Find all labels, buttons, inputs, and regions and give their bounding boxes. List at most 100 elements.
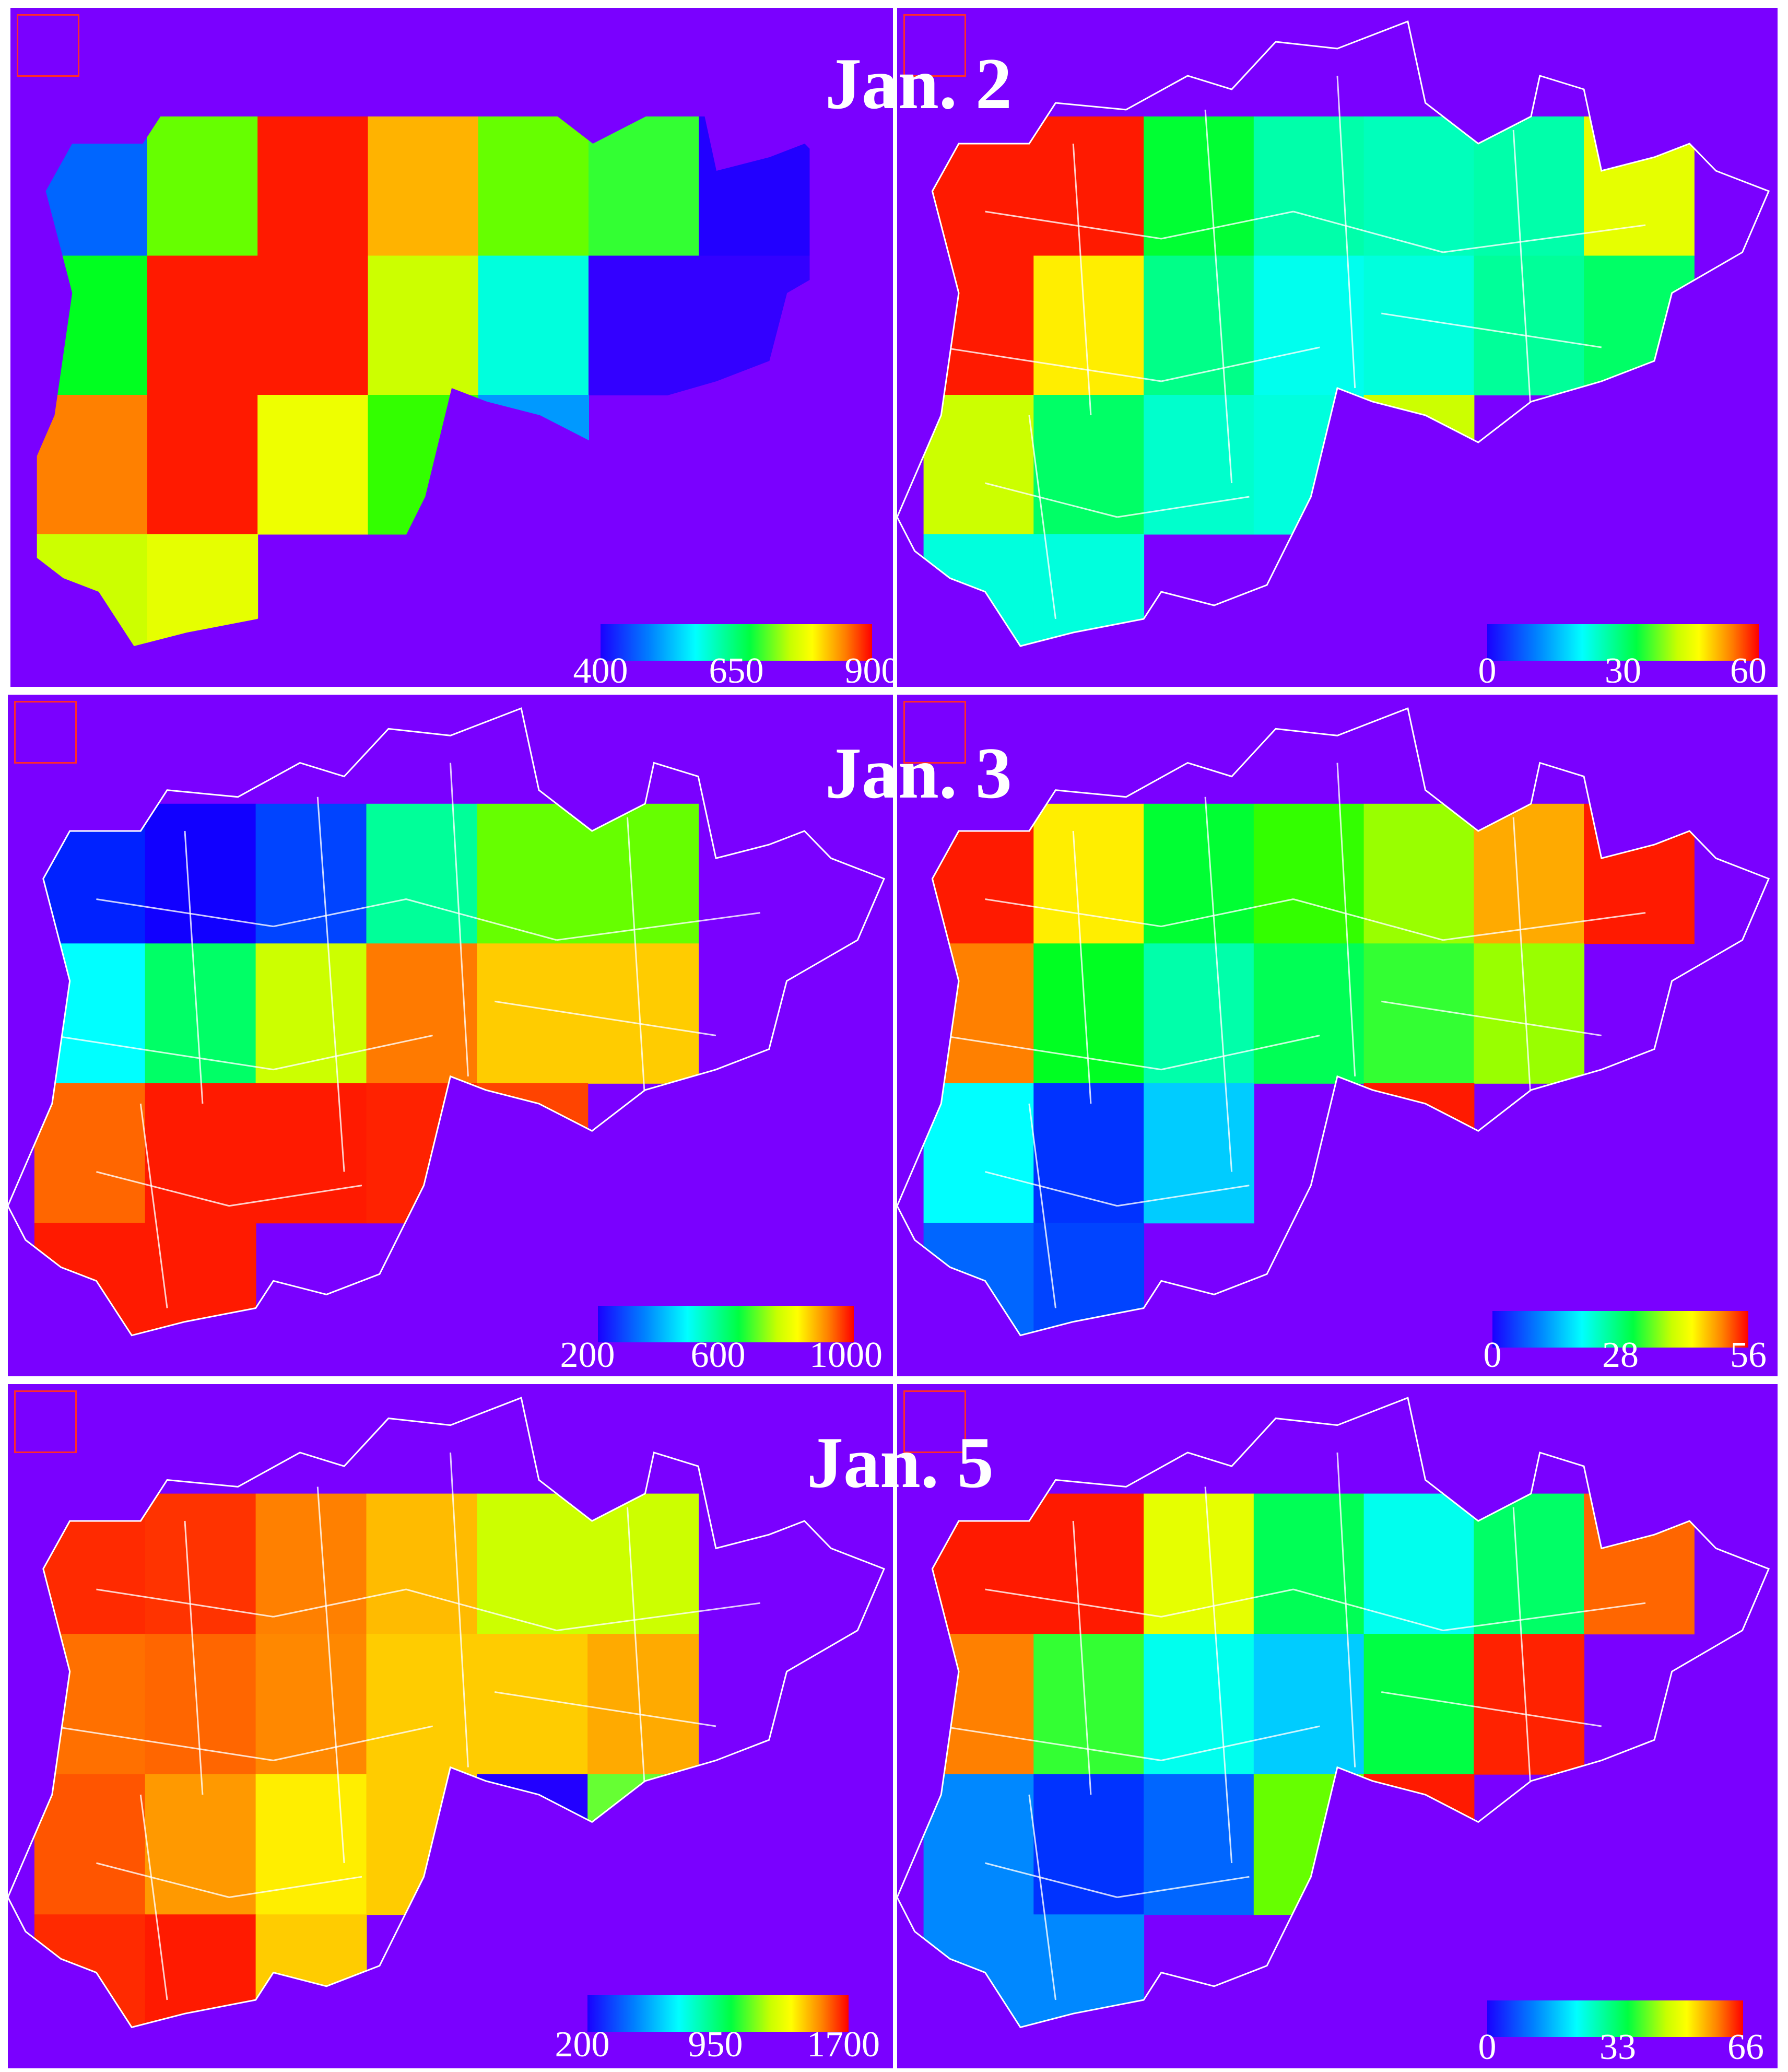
district-boundary [985, 1588, 1162, 1618]
grid-cell [589, 255, 700, 395]
map-panel-jan3-left: 200 600 1000 [8, 695, 893, 1376]
grid-cell [145, 1774, 256, 1915]
grid-cell [34, 1634, 146, 1775]
grid-cell [1363, 1774, 1475, 1915]
grid-cell [34, 1774, 146, 1915]
grid-cell [145, 1914, 256, 2028]
district-boundary [985, 898, 1162, 928]
grid-cell [1474, 116, 1585, 256]
grid-cell [1033, 803, 1145, 944]
grid-cell [1474, 803, 1585, 944]
colorbar-tick-min: 400 [573, 651, 628, 687]
colorbar-tick-mid: 950 [688, 2024, 743, 2065]
grid-cell [1033, 943, 1145, 1084]
grid-cell [923, 803, 1034, 944]
grid-cell [923, 395, 1034, 535]
district-boundary [316, 797, 345, 1172]
date-label-jan5: Jan. 5 [807, 1422, 994, 1503]
grid-cell [1144, 943, 1254, 1084]
grid-cell [1253, 395, 1364, 535]
coastline [8, 707, 885, 1337]
grid-cell [587, 1774, 699, 1915]
grid-cell [1033, 1223, 1145, 1336]
district-boundary [1161, 210, 1294, 240]
colorbar-tick-min: 0 [1478, 2027, 1497, 2067]
colorbar [587, 1995, 849, 2032]
grid-cell [366, 803, 478, 944]
grid-cell [37, 255, 148, 395]
district-boundary [96, 1588, 274, 1618]
district-boundary [273, 1035, 433, 1071]
locator-box [14, 1390, 77, 1453]
grid-cell [923, 1223, 1034, 1336]
grid-cell [1363, 1083, 1475, 1224]
district-boundary [627, 817, 646, 1104]
colorbar-tick-max: 60 [1730, 651, 1767, 687]
grid-cell [255, 1914, 367, 2028]
district-boundary [985, 1171, 1118, 1207]
grid-cell [923, 1774, 1034, 1915]
locator-box [903, 14, 966, 77]
district-boundary [1293, 210, 1443, 253]
colorbar-tick-min: 200 [560, 1335, 615, 1375]
grid-cell [1144, 1634, 1254, 1775]
district-boundary [1443, 1602, 1646, 1632]
district-boundaries [941, 75, 1646, 619]
grid-cell [478, 395, 589, 535]
map-panel-jan2-right: 0 30 60 [897, 8, 1778, 687]
district-boundaries [941, 763, 1646, 1308]
grid-cell [1253, 255, 1364, 395]
district-boundary [96, 1171, 230, 1207]
district-boundary [1161, 346, 1320, 382]
grid-cell [923, 255, 1034, 395]
grid-cell [1253, 116, 1364, 256]
grid-cell [1253, 1774, 1364, 1915]
district-boundary [229, 1185, 362, 1207]
grid-cell [1144, 1774, 1254, 1915]
grid-cell [1584, 255, 1695, 395]
colorbar-tick-min: 0 [1483, 1335, 1502, 1375]
grid-cell [699, 116, 810, 256]
grid-cell [257, 255, 369, 395]
district-boundary [627, 1507, 646, 1795]
grid-cell [1474, 1493, 1585, 1635]
district-boundary [52, 1035, 274, 1071]
grid-cell [255, 1493, 367, 1635]
grid-cell [477, 1774, 589, 1915]
locator-box [903, 701, 966, 764]
grid-cell [34, 1083, 146, 1224]
district-boundary [556, 1602, 760, 1632]
district-boundary [556, 912, 760, 941]
district-boundary [1443, 224, 1646, 253]
colorbar [1487, 624, 1759, 661]
colorbar-tick-max: 56 [1730, 1335, 1767, 1375]
grid-cell [1363, 116, 1475, 256]
grid-cell [587, 803, 699, 944]
district-boundary [1028, 1103, 1056, 1308]
grid-cell [145, 1634, 256, 1775]
grid-cell [257, 116, 369, 256]
grid-cell [1033, 1914, 1145, 2028]
district-boundary [1161, 1035, 1320, 1071]
district-boundary [495, 1691, 716, 1727]
grid-cell [255, 1774, 367, 1915]
district-boundary [1512, 1507, 1532, 1795]
grid-cell [923, 534, 1034, 646]
district-boundary [1161, 1588, 1294, 1618]
land-grid [923, 1493, 1695, 2028]
grid-cell [366, 1083, 478, 1224]
grid-cell [1033, 1083, 1145, 1224]
map-panel-jan5-right: 0 33 66 [897, 1384, 1778, 2068]
grid-cell [477, 1083, 589, 1224]
date-label-jan3: Jan. 3 [825, 733, 1012, 814]
district-boundary [1443, 912, 1646, 941]
grid-cell [1253, 1634, 1364, 1775]
map-grid [8, 707, 885, 1337]
locator-box [17, 14, 79, 77]
land-grid [923, 116, 1695, 646]
map-panel-jan2-left: 400 650 900 [10, 8, 893, 687]
colorbar-tick-min: 0 [1478, 651, 1497, 687]
grid-cell [699, 255, 810, 395]
grid-cell [1033, 1774, 1145, 1915]
